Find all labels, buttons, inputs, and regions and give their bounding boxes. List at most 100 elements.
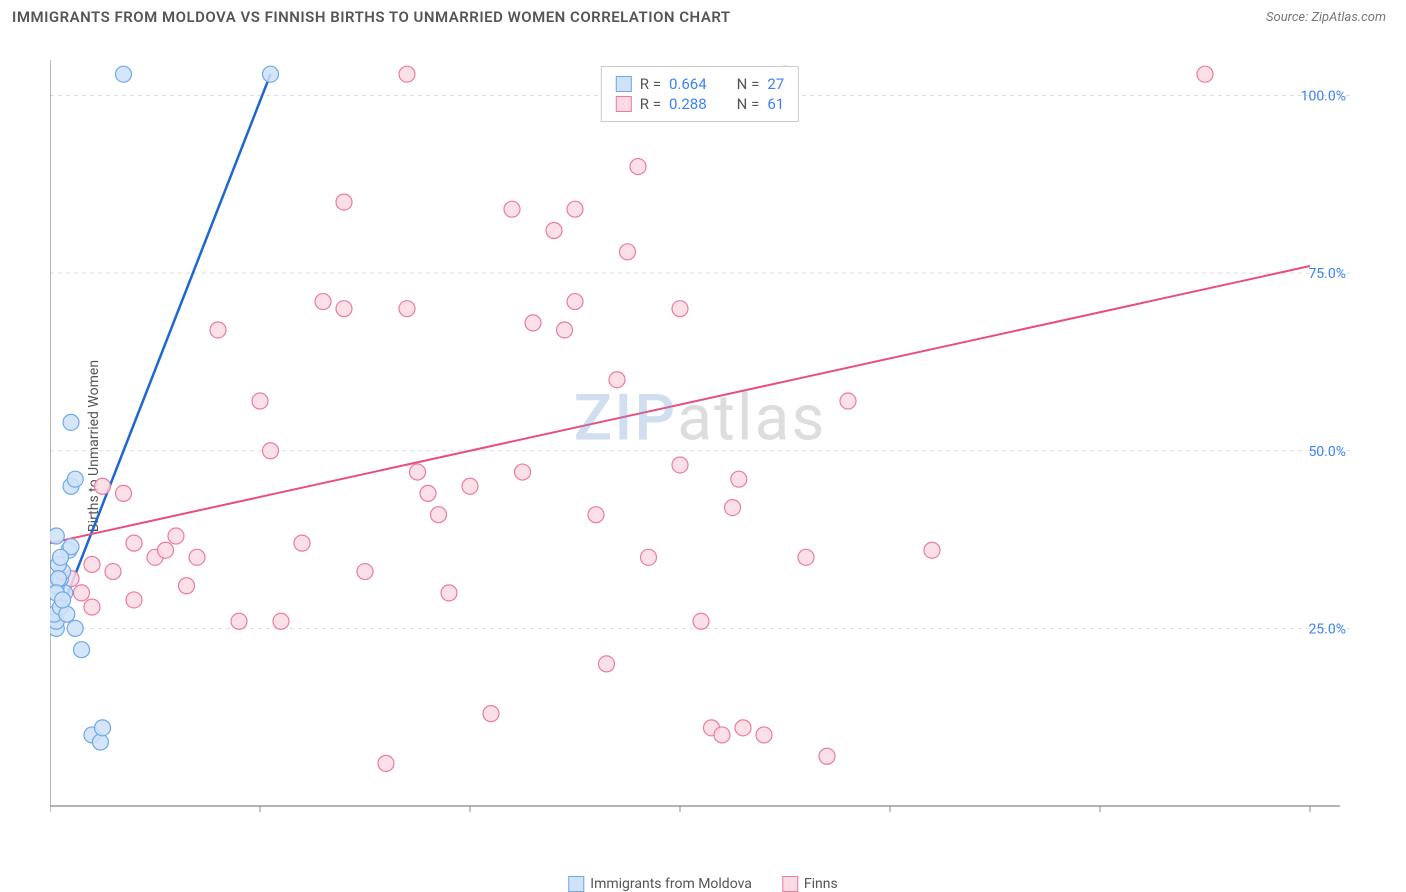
svg-text:50.0%: 50.0% — [1308, 444, 1346, 460]
finns-point — [725, 500, 741, 516]
finns-point — [672, 457, 688, 473]
finns-point — [641, 549, 657, 565]
moldova-point — [67, 471, 83, 487]
finns-point — [840, 393, 856, 409]
moldova-point — [63, 414, 79, 430]
svg-text:100.0%: 100.0% — [1301, 89, 1346, 105]
finns-point — [378, 755, 394, 771]
finns-point — [599, 656, 615, 672]
svg-text:0.0%: 0.0% — [50, 816, 78, 818]
finns-point — [546, 223, 562, 239]
source-attribution: Source: ZipAtlas.com — [1266, 10, 1386, 25]
moldova-point — [263, 66, 279, 82]
finns-point — [357, 564, 373, 580]
finns-point — [263, 443, 279, 459]
moldova-point — [116, 66, 132, 82]
finns-point — [588, 507, 604, 523]
finns-point — [924, 542, 940, 558]
finns-point — [567, 294, 583, 310]
finns-point — [179, 578, 195, 594]
svg-text:60.0%: 60.0% — [1308, 816, 1346, 818]
moldova-point — [92, 734, 108, 750]
source-label: Source: — [1266, 10, 1311, 25]
finns-point — [84, 556, 100, 572]
finns-point — [609, 372, 625, 388]
legend-swatch — [616, 96, 632, 112]
finns-point — [336, 301, 352, 317]
finns-point — [315, 294, 331, 310]
finns-point — [798, 549, 814, 565]
r-label: R = — [640, 75, 661, 93]
correlation-row: R =0.664N =27 — [616, 75, 784, 93]
finns-point — [1197, 66, 1213, 82]
moldova-point — [50, 528, 64, 544]
finns-point — [210, 322, 226, 338]
chart-header: IMMIGRANTS FROM MOLDOVA VS FINNISH BIRTH… — [0, 0, 1406, 30]
legend-label: Immigrants from Moldova — [590, 876, 752, 892]
legend-item: Immigrants from Moldova — [568, 876, 752, 892]
finns-point — [336, 194, 352, 210]
finns-point — [252, 393, 268, 409]
finns-point — [189, 549, 205, 565]
moldova-point — [67, 620, 83, 636]
n-label: N = — [737, 75, 760, 93]
moldova-point — [74, 642, 90, 658]
legend-swatch — [782, 876, 798, 892]
finns-point — [567, 201, 583, 217]
finns-point — [672, 301, 688, 317]
finns-point — [515, 464, 531, 480]
moldova-point — [59, 606, 75, 622]
moldova-point — [55, 592, 71, 608]
source-name: ZipAtlas.com — [1311, 10, 1386, 25]
finns-point — [273, 613, 289, 629]
finns-point — [158, 542, 174, 558]
finns-point — [714, 727, 730, 743]
finns-point — [231, 613, 247, 629]
finns-point — [620, 244, 636, 260]
finns-point — [483, 706, 499, 722]
finns-point — [462, 478, 478, 494]
finns-point — [126, 592, 142, 608]
r-label: R = — [640, 95, 661, 113]
series-legend: Immigrants from Moldova Finns — [568, 876, 837, 892]
finns-point — [410, 464, 426, 480]
moldova-point — [53, 549, 69, 565]
scatter-plot: 25.0% 50.0% 75.0% 100.0% 0.0% 60.0% — [50, 48, 1350, 818]
finns-point — [116, 485, 132, 501]
legend-swatch — [568, 876, 584, 892]
svg-text:25.0%: 25.0% — [1308, 621, 1346, 637]
finns-point — [693, 613, 709, 629]
chart-area: 25.0%50.0%75.0%100.0%0.0%60.0% ZIPatlas … — [50, 48, 1350, 818]
finns-point — [504, 201, 520, 217]
svg-text:75.0%: 75.0% — [1308, 266, 1346, 282]
finns-point — [731, 471, 747, 487]
correlation-row: R = 0.288 N = 61 — [616, 95, 784, 113]
legend-label: Finns — [804, 876, 838, 892]
finns-point — [557, 322, 573, 338]
n-value: 61 — [767, 95, 784, 113]
chart-title: IMMIGRANTS FROM MOLDOVA VS FINNISH BIRTH… — [12, 8, 731, 26]
n-label: N = — [737, 95, 760, 113]
finns-point — [399, 301, 415, 317]
finns-point — [431, 507, 447, 523]
finns-point — [95, 478, 111, 494]
finns-point — [630, 159, 646, 175]
finns-point — [399, 66, 415, 82]
moldova-point — [95, 720, 111, 736]
finns-point — [441, 585, 457, 601]
legend-item: Finns — [782, 876, 838, 892]
finns-point — [105, 564, 121, 580]
finns-point — [294, 535, 310, 551]
finns-point — [74, 585, 90, 601]
legend-swatch — [616, 76, 632, 92]
r-value: 0.288 — [669, 95, 707, 113]
finns-point — [84, 599, 100, 615]
finns-point — [420, 485, 436, 501]
finns-point — [735, 720, 751, 736]
finns-point — [756, 727, 772, 743]
moldova-point — [50, 571, 66, 587]
correlation-legend: R =0.664N =27R =0.288N =61 — [601, 66, 799, 122]
finns-point — [168, 528, 184, 544]
finns-point — [126, 535, 142, 551]
finns-point — [525, 315, 541, 331]
